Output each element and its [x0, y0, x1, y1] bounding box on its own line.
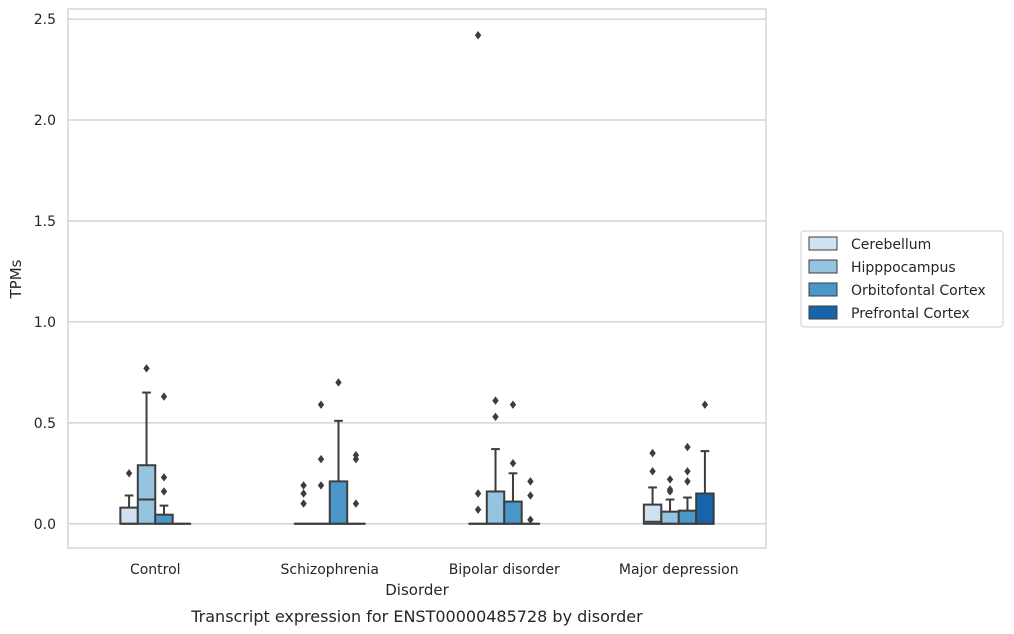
legend-label: Orbitofontal Cortex	[851, 283, 986, 299]
legend-swatch	[808, 236, 838, 251]
box-hipppocampus-2	[485, 396, 506, 525]
outlier-point	[701, 400, 709, 409]
outlier-point	[317, 400, 325, 409]
outlier-point	[352, 499, 360, 508]
box-iqr	[677, 509, 698, 525]
box-cerebellum-2	[468, 31, 488, 525]
legend-swatch	[808, 259, 838, 274]
outlier-point	[335, 378, 342, 387]
y-tick-label: 0.0	[34, 517, 56, 533]
outlier-point	[474, 505, 482, 514]
legend-swatch	[808, 305, 838, 320]
box-prefrontal-cortex-1	[346, 450, 366, 525]
outlier-point	[317, 454, 325, 464]
legend: Cerebellum Hipppocampus Orbitofontal Corte…	[800, 230, 1004, 328]
y-tick-labels: 0.0 0.5 1.0 1.5 2.0 2.5	[34, 12, 56, 533]
outlier-point	[300, 499, 307, 508]
outlier-point	[492, 396, 499, 405]
x-tick-label: Control	[130, 562, 181, 578]
legend-swatch	[808, 282, 838, 297]
box-hipppocampus-0	[136, 364, 157, 525]
legend-label: Prefrontal Cortex	[851, 306, 970, 322]
box-groups	[119, 31, 715, 525]
x-tick-label: Bipolar disorder	[449, 562, 560, 578]
outlier-point	[474, 31, 482, 40]
outlier-point	[649, 448, 656, 458]
outlier-point	[527, 491, 534, 500]
outlier-point	[527, 477, 534, 486]
outlier-point	[527, 515, 534, 524]
box-hipppocampus-1	[311, 400, 331, 525]
box-orbitofontal-cortex-2	[503, 400, 523, 525]
x-tick-label: Major depression	[619, 562, 739, 578]
outlier-point	[317, 481, 325, 490]
legend-label: Cerebellum	[851, 237, 931, 253]
y-tick-label: 1.0	[34, 315, 56, 331]
outlier-point	[160, 487, 168, 496]
outlier-point	[492, 412, 499, 421]
box-orbitofontal-cortex-0	[154, 392, 174, 525]
box-orbitofontal-cortex-1	[328, 378, 349, 525]
outlier-point	[684, 442, 691, 452]
outlier-point	[125, 469, 133, 478]
outlier-point	[160, 473, 168, 482]
outlier-point	[474, 489, 482, 498]
y-tick-label: 2.5	[34, 12, 56, 28]
box-cerebellum-1	[293, 481, 314, 525]
box-iqr	[503, 500, 523, 525]
x-axis-label: Disorder	[385, 581, 449, 599]
box-iqr	[136, 464, 157, 525]
plot-frame	[67, 8, 767, 549]
outlier-point	[509, 400, 517, 409]
outlier-point	[300, 489, 307, 498]
outlier-point	[300, 481, 307, 490]
y-tick-label: 2.0	[34, 113, 56, 129]
box-prefrontal-cortex-2	[520, 477, 541, 525]
outlier-point	[649, 467, 656, 476]
outlier-point	[666, 475, 674, 484]
outlier-point	[509, 459, 517, 468]
chart-title: Transcript expression for ENST0000048572…	[190, 607, 643, 626]
y-axis-label: TPMs	[7, 259, 25, 299]
outlier-point	[160, 392, 168, 401]
box-cerebellum-3	[642, 448, 663, 525]
box-iqr	[485, 490, 506, 525]
plot-background	[68, 9, 766, 548]
legend-frame	[800, 230, 1004, 328]
box-iqr	[328, 480, 349, 525]
outlier-point	[684, 477, 691, 486]
x-tick-labels: Control Schizophrenia Bipolar disorder Majo…	[130, 562, 739, 578]
y-tick-label: 1.5	[34, 214, 56, 230]
box-hipppocampus-3	[660, 475, 680, 525]
legend-label: Hipppocampus	[851, 260, 956, 276]
box-iqr	[660, 510, 680, 525]
x-tick-label: Schizophrenia	[281, 562, 379, 578]
outlier-point	[666, 485, 674, 494]
y-tick-label: 0.5	[34, 416, 56, 432]
outlier-point	[143, 364, 150, 373]
box-iqr	[695, 492, 715, 525]
box-orbitofontal-cortex-3	[677, 442, 698, 525]
box-iqr	[154, 513, 174, 525]
outlier-point	[352, 450, 360, 460]
box-iqr	[119, 506, 139, 525]
outlier-point	[684, 467, 691, 476]
box-prefrontal-cortex-3	[695, 400, 715, 525]
